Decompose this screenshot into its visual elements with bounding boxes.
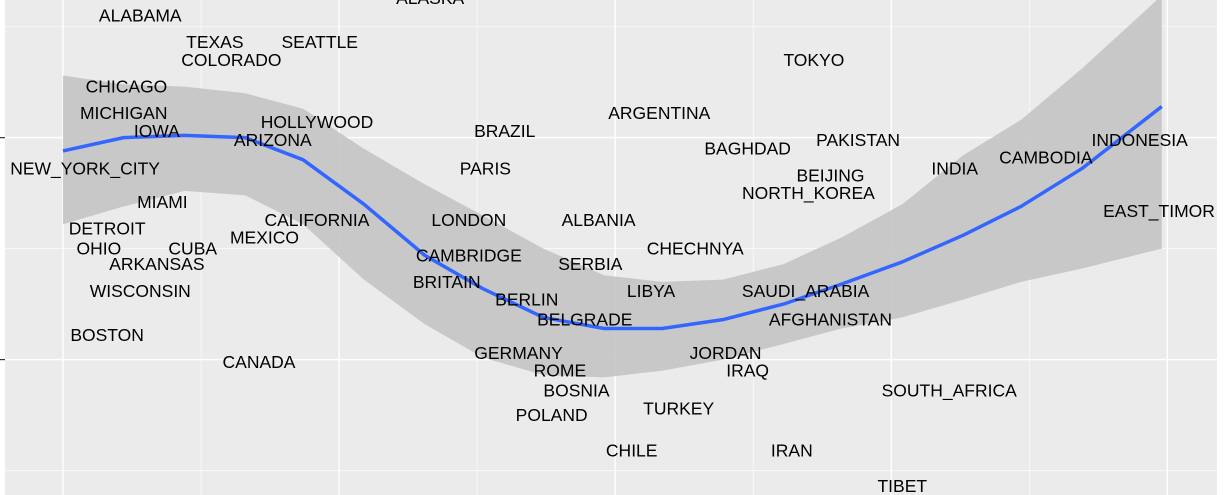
point-label: ALBANIA (562, 210, 636, 230)
point-label: POLAND (516, 405, 588, 425)
point-label: CAMBRIDGE (416, 245, 522, 265)
confidence-band (62, 0, 1162, 378)
point-label: CALIFORNIA (264, 210, 369, 230)
point-label: IRAQ (726, 361, 769, 381)
point-label: WISCONSIN (90, 281, 191, 301)
point-label: GERMANY (474, 343, 563, 363)
point-label: ARGENTINA (608, 103, 710, 123)
point-label: SAUDI_ARABIA (742, 281, 870, 302)
point-label: SEATTLE (281, 32, 358, 52)
point-label: CUBA (168, 239, 217, 259)
point-label: CANADA (223, 352, 296, 372)
point-label: BERLIN (495, 290, 558, 310)
point-label: CHICAGO (86, 77, 168, 97)
point-label: PAKISTAN (816, 130, 900, 150)
point-label: OHIO (77, 239, 122, 259)
point-label: JORDAN (690, 343, 762, 363)
point-label: DETROIT (69, 219, 146, 239)
point-label: BOSTON (70, 325, 144, 345)
point-label: BOSNIA (543, 381, 609, 401)
point-label: ARKANSAS (109, 254, 204, 274)
point-label: LIBYA (627, 281, 676, 301)
point-label: MICHIGAN (80, 103, 168, 123)
smooth-line (62, 105, 1163, 331)
point-label: SERBIA (558, 254, 623, 274)
point-label: CAMBODIA (999, 148, 1093, 168)
point-label: PARIS (460, 159, 511, 179)
point-label: MEXICO (230, 228, 299, 248)
point-label: BAGHDAD (704, 139, 791, 159)
point-label: IRAN (771, 441, 813, 461)
point-label: IOWA (134, 121, 180, 141)
point-label: SOUTH_AFRICA (882, 381, 1017, 402)
point-label: CHILE (606, 441, 658, 461)
point-label: TURKEY (643, 398, 714, 418)
point-label: BRITAIN (413, 272, 481, 292)
point-label: AFGHANISTAN (769, 310, 892, 330)
point-label: CHECHNYA (647, 239, 744, 259)
point-label: TOKYO (783, 50, 844, 70)
point-label: EAST_TIMOR (1103, 201, 1215, 222)
point-label: MIAMI (137, 192, 188, 212)
point-label: BRAZIL (474, 121, 536, 141)
point-label: ROME (534, 361, 587, 381)
point-label: LONDON (431, 210, 506, 230)
point-label: ALASKA (396, 0, 464, 8)
point-label: COLORADO (181, 50, 281, 70)
point-label: TIBET (877, 476, 927, 495)
point-label: INDONESIA (1092, 130, 1189, 150)
point-label: ARIZONA (234, 130, 312, 150)
point-label: TEXAS (186, 32, 243, 52)
point-label: INDIA (931, 159, 978, 179)
point-label: HOLLYWOOD (261, 112, 373, 132)
point-label: NEW_YORK_CITY (10, 159, 160, 180)
point-label: BEIJING (796, 165, 864, 185)
point-label: NORTH_KOREA (742, 183, 875, 204)
point-label: ALABAMA (99, 6, 182, 26)
point-label: BELGRADE (537, 310, 632, 330)
